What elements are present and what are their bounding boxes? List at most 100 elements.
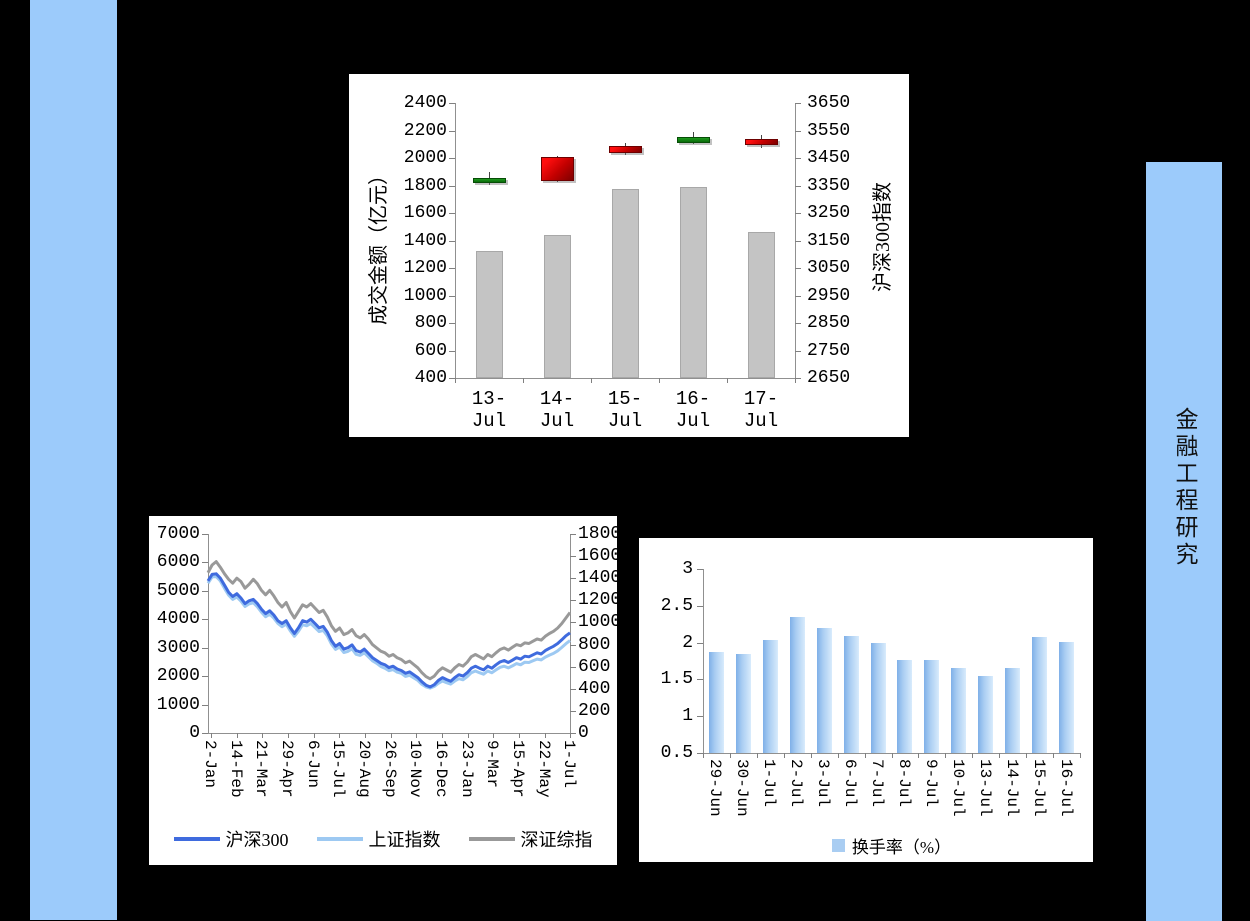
candlestick-14-Jul — [540, 157, 574, 181]
chart3-date-label: 9-Jul — [921, 759, 940, 808]
chart2-date-label: 9-Mar — [483, 740, 502, 789]
chart1-left-tick-label: 400 — [414, 368, 447, 388]
chart2-date-label: 6-Jun — [303, 740, 322, 789]
chart2-left-tick — [202, 733, 208, 734]
chart2-date-label: 16-Dec — [432, 740, 451, 798]
volume-bar — [475, 250, 503, 378]
volume-bar — [611, 188, 639, 378]
chart3-date-label: 10-Jul — [948, 759, 967, 817]
chart2-right-tick — [570, 578, 576, 580]
chart3-bottom-tick — [918, 753, 920, 758]
chart1-left-tick — [449, 295, 455, 297]
chart1-right-tick — [795, 323, 801, 324]
chart1-left-tick-label: 600 — [414, 340, 447, 361]
chart1-right-tick-label: 2750 — [807, 340, 851, 361]
chart2-right-tick-label: 1000 — [578, 612, 622, 633]
chart2-date-label: 23-Jan — [457, 740, 476, 798]
chart1-right-tick-label: 2950 — [807, 285, 851, 306]
chart2-bottom-tick — [467, 733, 469, 738]
legend-label: 深证综指 — [520, 830, 593, 850]
line-深证综指 — [206, 560, 572, 681]
chart1-right-tick — [795, 268, 801, 269]
chart3-date-label: 1-Jul — [760, 759, 779, 808]
turnover-bar — [789, 616, 805, 753]
chart2-date-label: 26-Sep — [380, 740, 399, 798]
chart1-right-tick — [795, 185, 801, 187]
volume-bar — [747, 231, 775, 378]
chart1-left-axis — [455, 103, 456, 378]
chart3-legend: 换手率（%） — [703, 833, 1080, 858]
volume-bar — [679, 186, 707, 378]
chart1-right-tick-label: 3350 — [807, 175, 851, 196]
chart3-left-tick — [697, 569, 703, 570]
chart3-date-label: 6-Jul — [841, 759, 860, 808]
chart2-date-label: 10-Nov — [406, 740, 425, 798]
chart1-left-tick-label: 2400 — [403, 93, 447, 113]
chart2-left-tick — [202, 590, 208, 592]
volume-candlestick-chart: 成交金额（亿元） 沪深300指数 2400 2200 2000 1800 1600 140… — [349, 74, 909, 437]
chart2-right-tick — [570, 666, 576, 668]
chart2-bottom-tick — [339, 733, 341, 738]
chart2-bottom-tick — [262, 733, 264, 738]
turnover-bar — [1005, 667, 1021, 753]
chart2-right-tick — [570, 710, 576, 712]
chart2-left-tick-label: 7000 — [156, 524, 200, 544]
chart3-left-tick — [697, 642, 703, 644]
chart1-left-axis-title: 成交金额（亿元） — [368, 165, 390, 325]
legend-label: 沪深300 — [225, 830, 289, 850]
turnover-bar — [978, 676, 994, 753]
chart2-bottom-tick — [442, 733, 444, 738]
chart2-bottom-axis — [208, 733, 571, 734]
chart3-date-label: 3-Jul — [814, 759, 833, 808]
chart2-left-tick — [202, 619, 208, 621]
chart1-right-tick — [795, 295, 801, 297]
chart3-left-tick — [697, 753, 703, 754]
chart3-bottom-tick — [891, 753, 893, 758]
chart1-right-tick — [795, 240, 801, 242]
chart1-right-tick — [795, 103, 801, 104]
turnover-bar — [735, 654, 751, 753]
chart2-bottom-tick — [519, 733, 521, 738]
chart2-bottom-tick — [288, 733, 290, 738]
chart3-date-label: 14-Jul — [1002, 759, 1021, 817]
chart2-bottom-tick — [236, 733, 238, 738]
turnover-bar — [1032, 637, 1048, 753]
chart2-bottom-tick — [390, 733, 392, 738]
left-blue-strip — [30, 0, 117, 920]
chart2-left-tick — [202, 534, 208, 535]
chart1-date-label: 15-Jul — [607, 388, 643, 432]
chart1-left-tick-label: 2200 — [403, 120, 447, 141]
line-上证指数 — [206, 575, 571, 690]
chart2-right-tick-label: 1200 — [578, 590, 622, 611]
chart2-right-tick — [570, 600, 576, 602]
chart1-right-tick-label: 2850 — [807, 313, 851, 333]
chart3-bottom-tick — [837, 753, 839, 758]
chart3-left-tick — [697, 679, 703, 681]
legend-item-深证综指: 深证综指 — [468, 826, 593, 852]
chart1-right-tick — [795, 350, 801, 352]
chart3-left-tick-label: 1.5 — [660, 669, 693, 690]
chart2-date-label: 29-Apr — [278, 740, 297, 798]
chart3-date-label: 2-Jul — [787, 759, 806, 808]
chart3-bottom-tick — [703, 753, 704, 758]
chart3-bottom-tick — [729, 753, 731, 758]
legend-item-上证指数: 上证指数 — [316, 826, 441, 852]
chart2-right-tick — [570, 556, 576, 558]
chart2-date-label: 22-May — [534, 740, 553, 798]
chart2-bottom-tick — [493, 733, 495, 738]
chart1-left-tick — [449, 323, 455, 324]
chart3-bottom-tick — [1053, 753, 1055, 758]
chart3-bottom-tick — [783, 753, 785, 758]
chart2-left-tick — [202, 704, 208, 706]
chart2-legend: 沪深300 上证指数 深证综指 — [149, 826, 617, 852]
chart3-left-tick-label: 0.5 — [660, 743, 693, 763]
chart1-bottom-axis — [455, 378, 796, 379]
chart1-right-tick — [795, 158, 801, 159]
turnover-bar — [924, 660, 940, 753]
chart3-left-tick-label: 3 — [682, 559, 693, 579]
chart2-left-tick-label: 3000 — [156, 637, 200, 658]
chart3-left-tick — [697, 605, 703, 607]
chart3-bottom-tick — [810, 753, 812, 758]
chart1-right-tick-label: 3250 — [807, 203, 851, 223]
